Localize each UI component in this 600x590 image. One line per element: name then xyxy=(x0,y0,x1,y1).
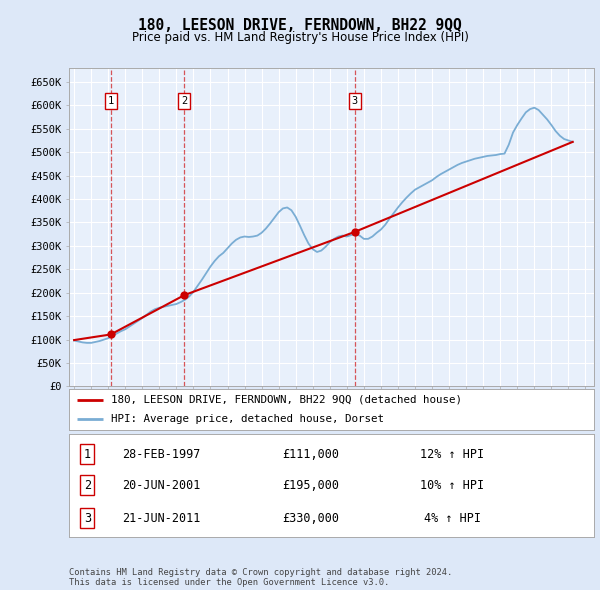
Text: £195,000: £195,000 xyxy=(282,478,339,492)
Text: Contains HM Land Registry data © Crown copyright and database right 2024.
This d: Contains HM Land Registry data © Crown c… xyxy=(69,568,452,587)
Text: 180, LEESON DRIVE, FERNDOWN, BH22 9QQ: 180, LEESON DRIVE, FERNDOWN, BH22 9QQ xyxy=(138,18,462,32)
Text: 3: 3 xyxy=(352,96,358,106)
Text: HPI: Average price, detached house, Dorset: HPI: Average price, detached house, Dors… xyxy=(111,414,384,424)
Text: 20-JUN-2001: 20-JUN-2001 xyxy=(122,478,200,492)
Text: 2: 2 xyxy=(84,478,91,492)
Text: 4% ↑ HPI: 4% ↑ HPI xyxy=(424,512,481,525)
Text: £330,000: £330,000 xyxy=(282,512,339,525)
Text: 3: 3 xyxy=(84,512,91,525)
Text: 2: 2 xyxy=(181,96,188,106)
Text: £111,000: £111,000 xyxy=(282,448,339,461)
Text: Price paid vs. HM Land Registry's House Price Index (HPI): Price paid vs. HM Land Registry's House … xyxy=(131,31,469,44)
Text: 1: 1 xyxy=(84,448,91,461)
Text: 1: 1 xyxy=(107,96,114,106)
Text: 180, LEESON DRIVE, FERNDOWN, BH22 9QQ (detached house): 180, LEESON DRIVE, FERNDOWN, BH22 9QQ (d… xyxy=(111,395,462,405)
Text: 12% ↑ HPI: 12% ↑ HPI xyxy=(420,448,484,461)
Text: 28-FEB-1997: 28-FEB-1997 xyxy=(122,448,200,461)
Text: 21-JUN-2011: 21-JUN-2011 xyxy=(122,512,200,525)
Text: 10% ↑ HPI: 10% ↑ HPI xyxy=(420,478,484,492)
